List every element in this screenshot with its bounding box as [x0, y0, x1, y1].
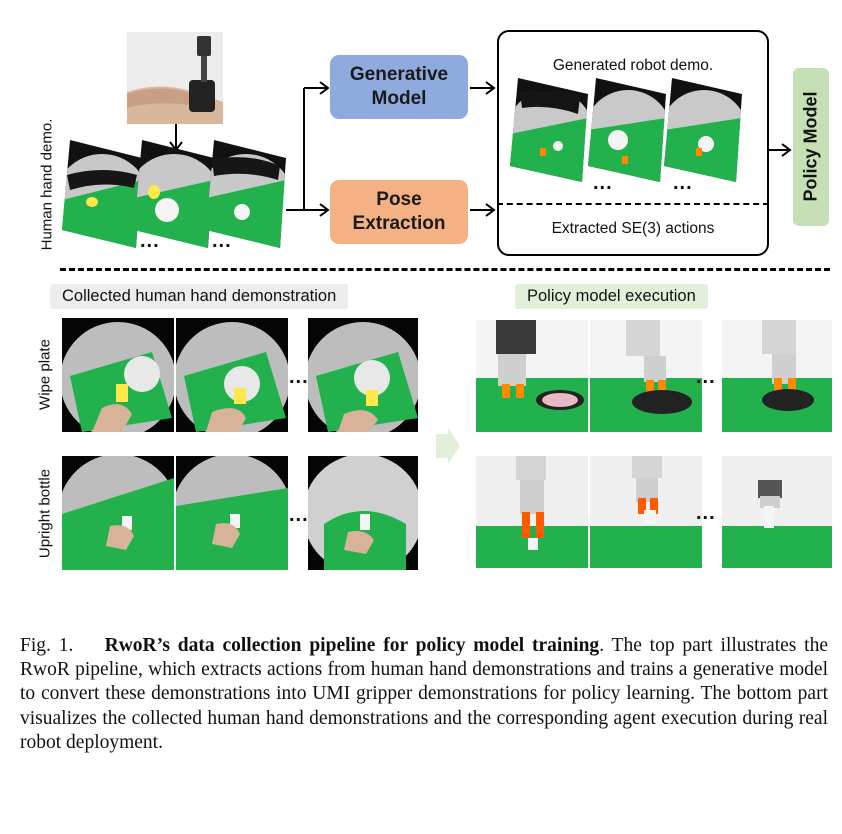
wrist-camera-photo: [127, 32, 223, 124]
ellipsis-gen-1: ...: [593, 172, 613, 194]
generated-robot-demo-label: Generated robot demo.: [552, 57, 714, 74]
caption-title-period: .: [599, 635, 605, 656]
section-separator: [60, 268, 830, 271]
pose-extraction-box: Pose Extraction: [330, 180, 468, 244]
robot-execution-photo-grid: [476, 320, 832, 568]
caption-title: RwoR’s data collection pipeline for poli…: [104, 635, 600, 656]
ellipsis-robot-row1: ...: [696, 366, 716, 388]
wipe-plate-label: Wipe plate: [36, 339, 54, 410]
human-demo-photo-grid: [62, 318, 418, 570]
ellipsis-top-1: ...: [140, 230, 160, 252]
policy-model-label: Policy Model: [800, 91, 821, 202]
upright-bottle-label: Upright bottle: [36, 468, 54, 559]
ellipsis-gen-2: ...: [673, 172, 693, 194]
generated-demo-panel: [497, 30, 769, 256]
ellipsis-top-2: ...: [212, 230, 232, 252]
ellipsis-robot-row2: ...: [696, 502, 716, 524]
panel-dashed-divider: [497, 203, 769, 205]
human-hand-demo-label: Human hand demo.: [38, 118, 56, 251]
ellipsis-human-row2: ...: [289, 504, 309, 526]
policy-model-box: [793, 68, 829, 226]
transition-arrow-icon: [434, 428, 462, 469]
extracted-actions-label: Extracted SE(3) actions: [551, 220, 715, 237]
figure-caption: Fig. 1. RwoR’s data collection pipeline …: [20, 634, 828, 755]
ellipsis-human-row1: ...: [289, 366, 309, 388]
robot-demo-frames: [510, 78, 755, 195]
flow-arrows: [286, 81, 792, 217]
policy-execution-header: Policy model execution: [515, 284, 708, 309]
caption-body: The top part illustrates the RwoR pipeli…: [20, 635, 828, 753]
human-demo-frames: [62, 140, 292, 255]
figure-label: Fig. 1.: [20, 635, 74, 656]
generative-model-box: Generative Model: [330, 55, 468, 119]
collected-demo-header: Collected human hand demonstration: [50, 284, 349, 309]
